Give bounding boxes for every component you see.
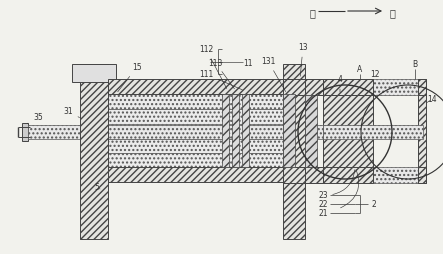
- Text: 14: 14: [427, 95, 437, 104]
- Text: 12: 12: [370, 70, 380, 85]
- Bar: [28, 125, 368, 139]
- Bar: [283, 167, 323, 183]
- Bar: [305, 80, 323, 96]
- Bar: [305, 167, 323, 183]
- Text: A: A: [358, 65, 363, 74]
- Text: 131: 131: [261, 57, 286, 92]
- Text: 4: 4: [338, 75, 342, 93]
- Text: 31: 31: [63, 107, 80, 118]
- Text: 111: 111: [199, 70, 242, 90]
- Bar: [368, 80, 423, 96]
- Text: 13: 13: [298, 43, 308, 77]
- Bar: [108, 167, 283, 182]
- Bar: [323, 96, 373, 169]
- Text: B: B: [412, 60, 418, 69]
- Bar: [242, 95, 249, 167]
- Text: 2: 2: [372, 200, 377, 209]
- Bar: [305, 96, 317, 167]
- Bar: [108, 139, 283, 153]
- Text: 11: 11: [243, 58, 253, 67]
- Bar: [283, 80, 323, 96]
- Bar: [418, 80, 426, 183]
- Text: 23: 23: [319, 191, 328, 200]
- Bar: [222, 95, 229, 167]
- Bar: [323, 167, 373, 183]
- Text: 15: 15: [118, 63, 142, 92]
- Bar: [283, 95, 295, 167]
- Bar: [108, 153, 283, 167]
- Bar: [72, 65, 116, 83]
- Text: 112: 112: [199, 45, 227, 89]
- Bar: [418, 80, 426, 96]
- Bar: [323, 80, 373, 96]
- Bar: [418, 167, 426, 183]
- Bar: [323, 125, 423, 139]
- Text: 113: 113: [208, 58, 234, 89]
- Bar: [108, 80, 283, 95]
- Bar: [108, 109, 283, 124]
- Bar: [283, 65, 305, 239]
- Text: 21: 21: [319, 209, 328, 218]
- Text: 22: 22: [319, 200, 328, 209]
- Text: 5: 5: [94, 183, 100, 192]
- Bar: [232, 95, 239, 167]
- Text: 左: 左: [309, 8, 315, 18]
- Text: 右: 右: [389, 8, 395, 18]
- Bar: [368, 167, 423, 183]
- Bar: [22, 123, 28, 141]
- Text: 35: 35: [27, 113, 43, 124]
- Bar: [323, 92, 328, 169]
- Bar: [80, 65, 108, 239]
- Bar: [108, 95, 283, 109]
